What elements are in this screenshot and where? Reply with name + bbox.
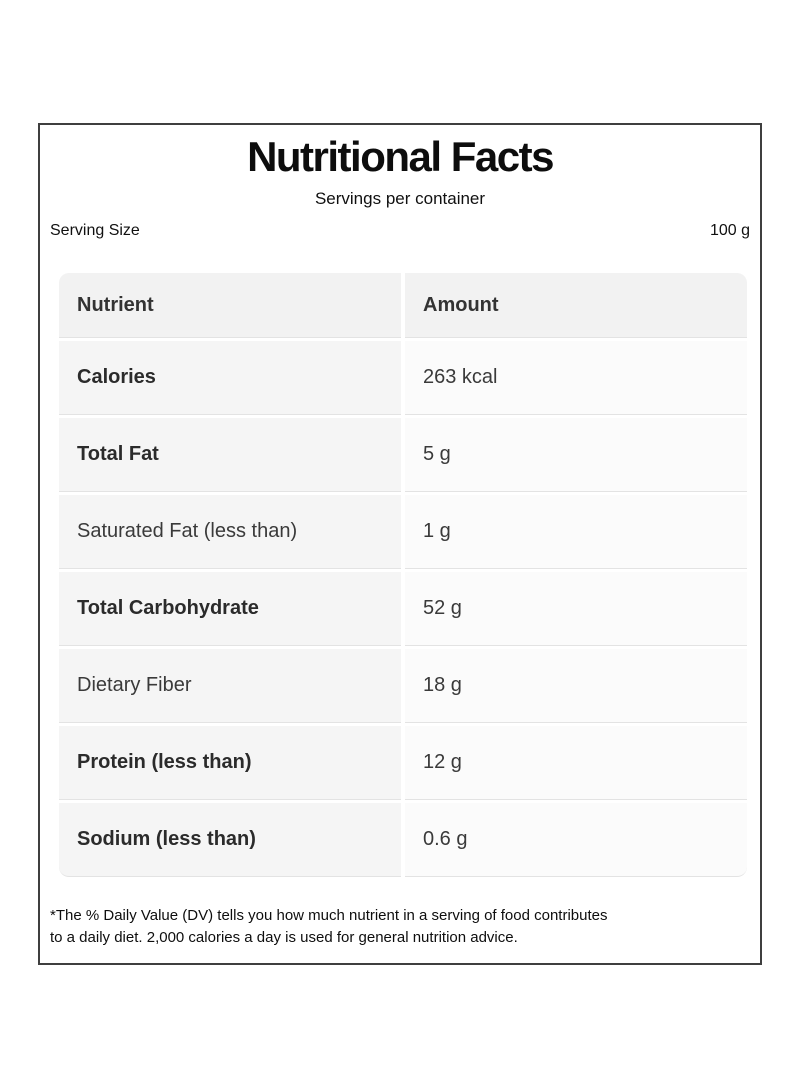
nutrient-amount: 18 g (405, 649, 747, 724)
column-header-nutrient: Nutrient (59, 273, 401, 339)
nutrients-table: Nutrient Amount Calories 263 kcal Total … (55, 270, 751, 880)
table-row-dietary-fiber: Dietary Fiber 18 g (59, 649, 747, 724)
table-row-protein: Protein (less than) 12 g (59, 726, 747, 801)
table-row-saturated-fat: Saturated Fat (less than) 1 g (59, 495, 747, 570)
daily-value-footnote: *The % Daily Value (DV) tells you how mu… (50, 907, 608, 947)
nutrient-name: Total Fat (59, 418, 401, 493)
page-title: Nutritional Facts (247, 133, 554, 180)
servings-per-container-text: Servings per container (314, 189, 486, 209)
nutrient-amount: 263 kcal (405, 341, 747, 416)
nutrient-amount: 52 g (405, 572, 747, 647)
nutrient-name: Saturated Fat (less than) (59, 495, 401, 570)
table-row-sodium: Sodium (less than) 0.6 g (59, 803, 747, 878)
nutrient-name: Calories (59, 341, 401, 416)
nutrient-amount: 1 g (405, 495, 747, 570)
table-row-calories: Calories 263 kcal (59, 341, 747, 416)
nutrient-name: Protein (less than) (59, 726, 401, 801)
serving-size-row: Serving Size 100 g (40, 222, 760, 240)
nutrient-name: Dietary Fiber (59, 649, 401, 724)
nutrient-amount: 12 g (405, 726, 747, 801)
serving-size-label: Serving Size (50, 222, 140, 240)
nutrient-amount: 0.6 g (405, 803, 747, 878)
nutrient-name: Total Carbohydrate (59, 572, 401, 647)
table-row-total-carbohydrate: Total Carbohydrate 52 g (59, 572, 747, 647)
nutrition-label-card: Nutritional Facts Servings per container… (38, 123, 762, 965)
table-header-row: Nutrient Amount (59, 273, 747, 339)
table-row-total-fat: Total Fat 5 g (59, 418, 747, 493)
nutrient-name: Sodium (less than) (59, 803, 401, 878)
serving-size-value: 100 g (709, 222, 750, 240)
column-header-amount: Amount (405, 273, 747, 339)
nutrient-amount: 5 g (405, 418, 747, 493)
